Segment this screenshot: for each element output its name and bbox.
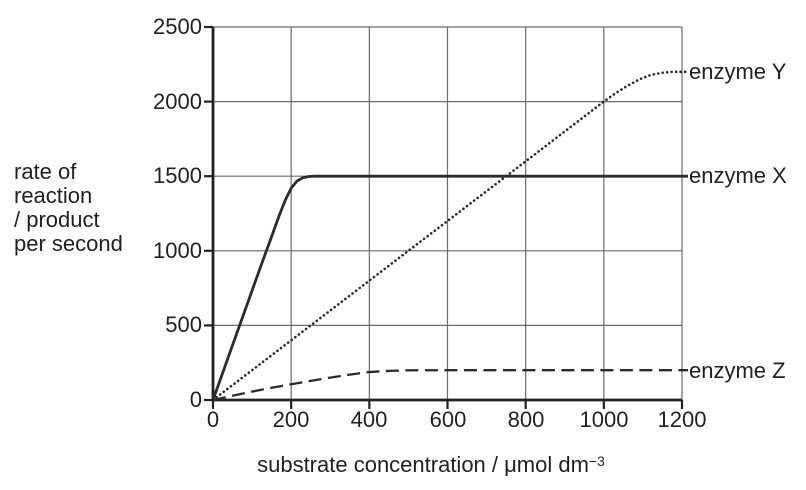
gridlines — [213, 26, 683, 400]
x-tick-label-1000: 1000 — [579, 407, 629, 432]
y-tick-label-2500: 2500 — [153, 14, 202, 39]
y-axis-title: rate of reaction / product per second — [14, 160, 123, 256]
x-axis-unit-exponent: −3 — [588, 453, 605, 469]
y-axis-title-line-2: reaction — [14, 183, 93, 208]
y-tick-label-0: 0 — [189, 387, 202, 412]
x-tick-label-0: 0 — [206, 407, 220, 432]
y-tick-label-1000: 1000 — [153, 238, 202, 263]
curve-enzyme-z — [212, 369, 688, 402]
curve-enzyme-x — [211, 174, 688, 401]
x-tick-label-400: 400 — [350, 407, 388, 432]
x-axis-title: substrate concentration / μmol dm−3 — [257, 450, 605, 476]
y-axis-title-line-4: per second — [14, 231, 123, 256]
y-axis-title-line-3: / product — [14, 207, 100, 232]
y-axis-title-line-1: rate of — [14, 159, 77, 184]
series-label-enzyme-y: enzyme Y — [689, 59, 787, 84]
x-tick-label-200: 200 — [272, 407, 310, 432]
curve-enzyme-y — [211, 70, 690, 402]
axes — [204, 25, 684, 409]
x-tick-label-1200: 1200 — [657, 407, 707, 432]
y-tick-label-2000: 2000 — [153, 89, 202, 114]
y-tick-label-500: 500 — [165, 312, 202, 337]
y-tick-label-1500: 1500 — [153, 163, 202, 188]
series-label-enzyme-x: enzyme X — [689, 163, 787, 188]
x-tick-label-800: 800 — [507, 407, 545, 432]
x-axis-title-text: substrate concentration / μmol dm — [257, 452, 589, 477]
curves — [211, 70, 690, 402]
series-label-enzyme-z: enzyme Z — [689, 358, 786, 383]
x-tick-label-600: 600 — [429, 407, 467, 432]
